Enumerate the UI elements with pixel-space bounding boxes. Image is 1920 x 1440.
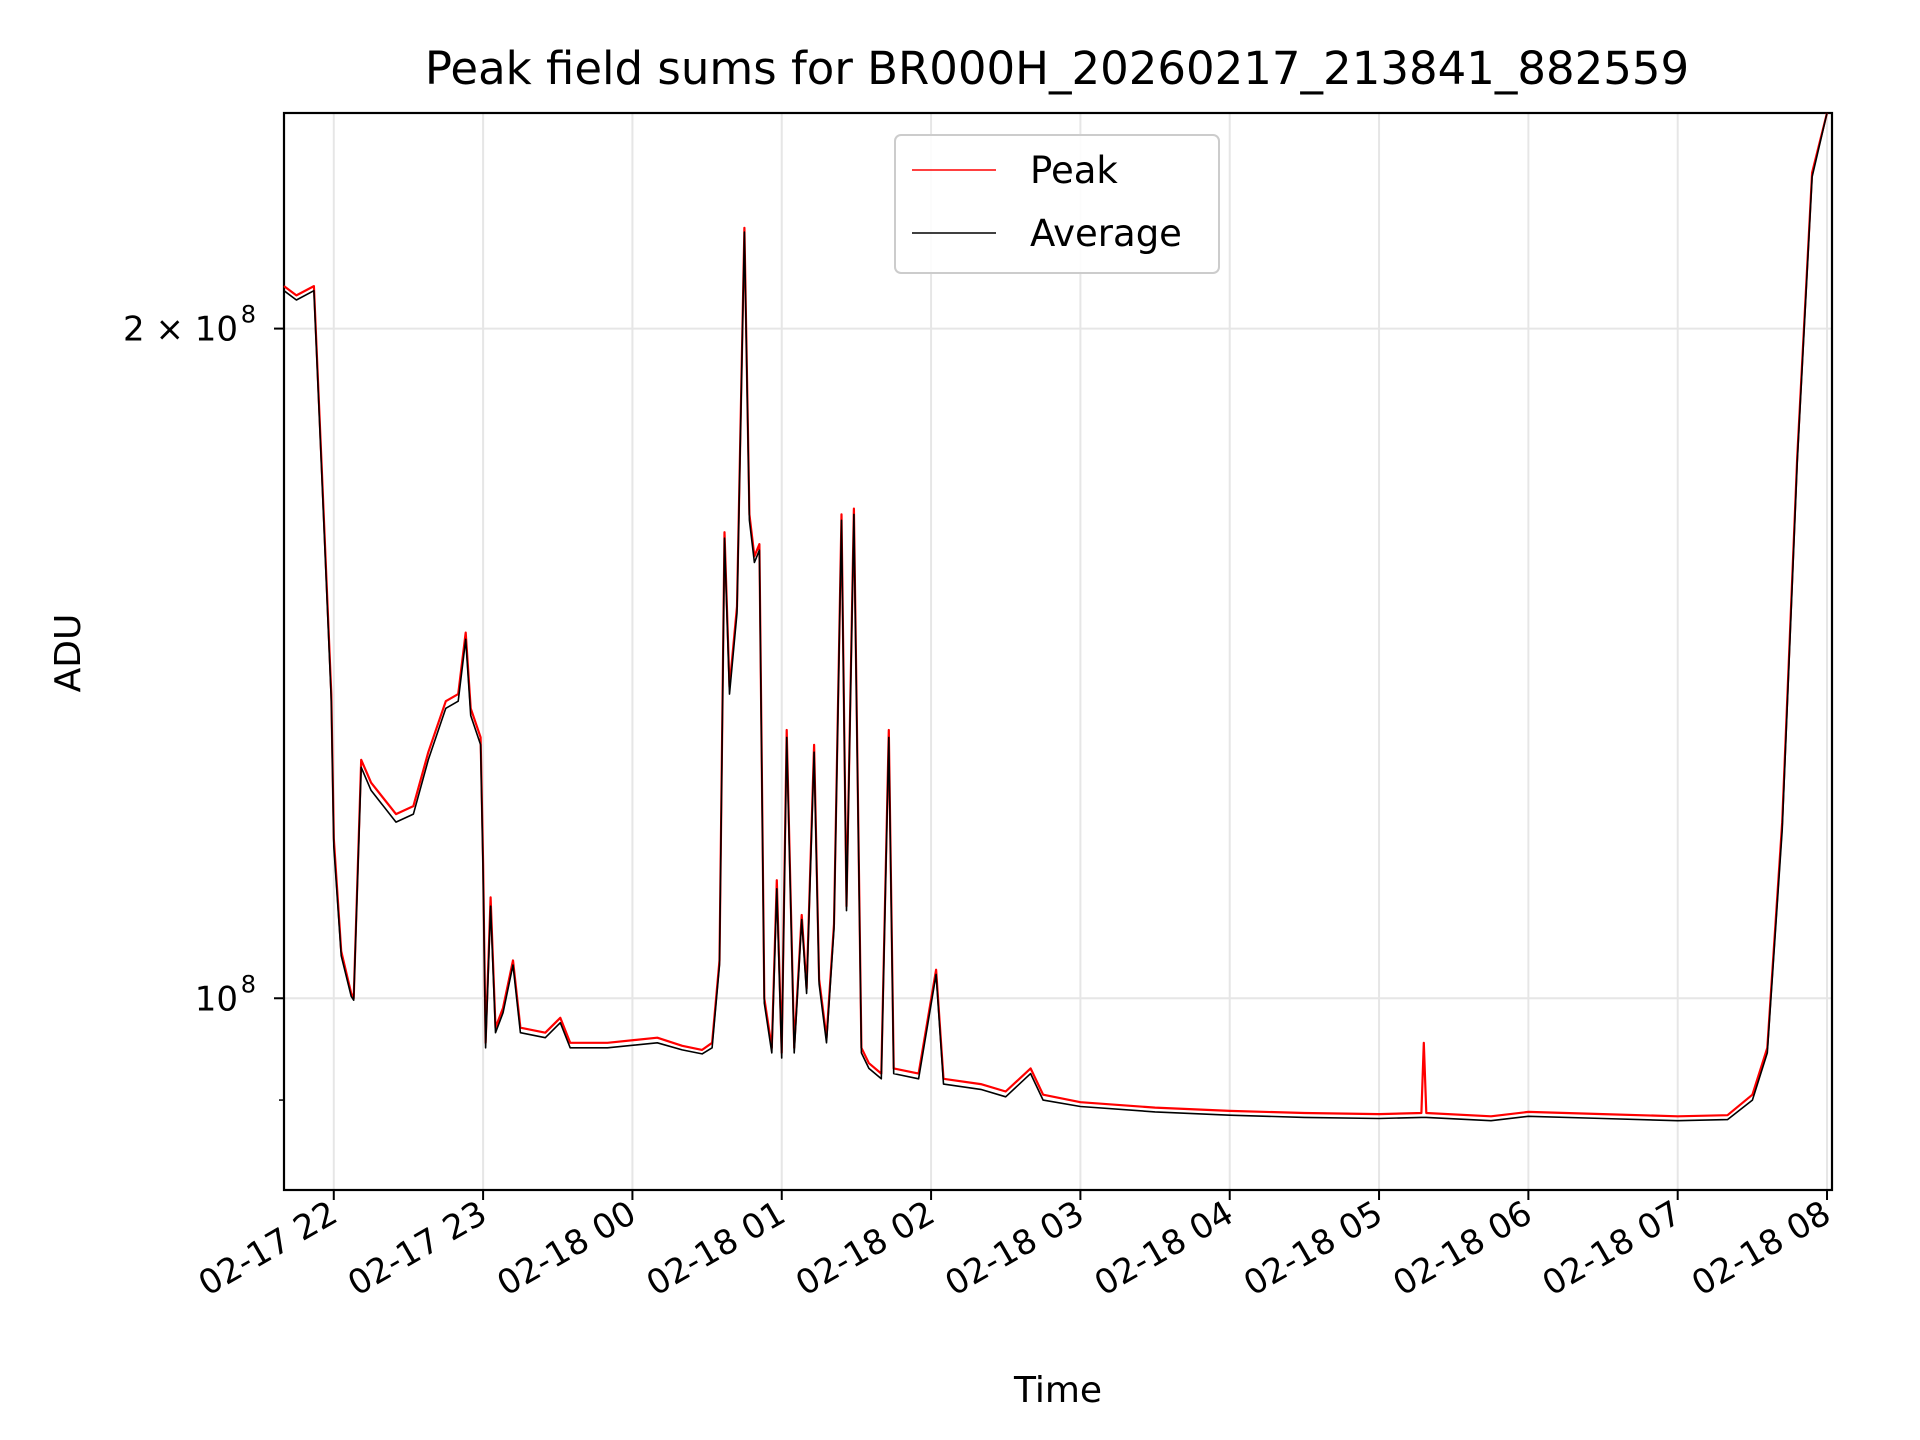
- y-axis-ticks: 10 82 × 10 8: [123, 301, 284, 1101]
- y-tick-label: 2 × 10: [123, 310, 238, 350]
- series-layer: [283, 112, 1829, 1122]
- series-line-average: [283, 112, 1828, 1122]
- legend-label-average: Average: [1030, 212, 1182, 255]
- legend-label-peak: Peak: [1030, 149, 1118, 192]
- y-tick-label-exponent: 8: [241, 970, 256, 998]
- y-axis-label: ADU: [48, 614, 89, 693]
- y-tick-label: 10: [195, 979, 238, 1019]
- grid-lines: [284, 113, 1832, 1190]
- legend: Peak Average: [894, 134, 1220, 274]
- chart-title: Peak field sums for BR000H_20260217_2138…: [425, 42, 1689, 95]
- plot-frame: [282, 111, 1834, 1192]
- y-tick-label-exponent: 8: [241, 301, 256, 329]
- x-axis-label: Time: [1013, 1370, 1102, 1411]
